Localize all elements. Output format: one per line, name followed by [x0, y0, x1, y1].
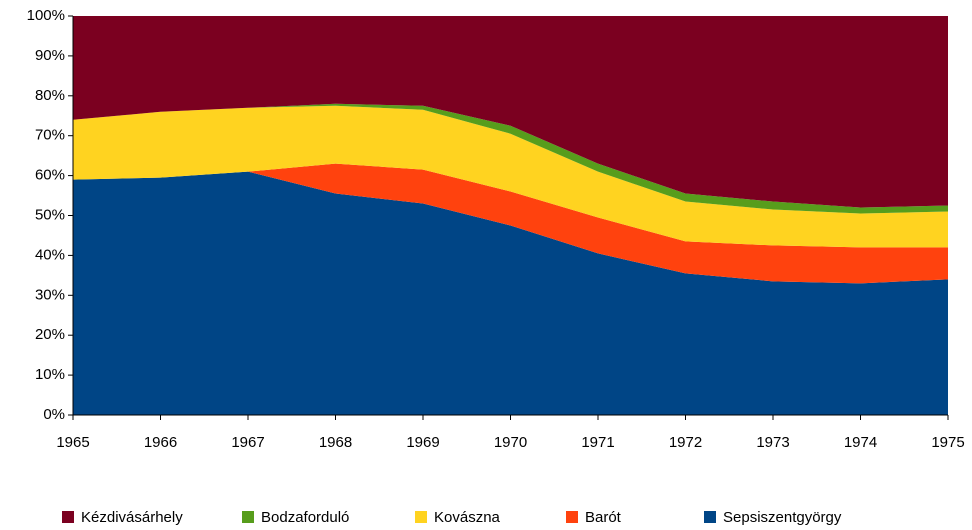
y-tick-label: 90%: [35, 47, 65, 64]
y-tick-label: 50%: [35, 206, 65, 223]
x-tick-label: 1966: [144, 434, 177, 451]
area: [73, 171, 948, 415]
x-tick-label: 1975: [931, 434, 964, 451]
legend-swatch: [62, 511, 74, 523]
x-tick-label: 1974: [844, 434, 877, 451]
x-tick-label: 1967: [231, 434, 264, 451]
x-tick-label: 1965: [56, 434, 89, 451]
x-tick-label: 1970: [494, 434, 527, 451]
y-tick-label: 30%: [35, 286, 65, 303]
legend-swatch: [242, 511, 254, 523]
y-tick-label: 20%: [35, 326, 65, 343]
legend-swatch: [566, 511, 578, 523]
x-tick-label: 1973: [756, 434, 789, 451]
y-tick-label: 0%: [43, 406, 65, 423]
y-tick-label: 100%: [27, 7, 65, 24]
y-tick-label: 40%: [35, 246, 65, 263]
x-tick-label: 1972: [669, 434, 702, 451]
area: [73, 163, 948, 284]
legend-label: Barót: [585, 509, 622, 526]
x-tick-label: 1969: [406, 434, 439, 451]
y-tick-label: 10%: [35, 366, 65, 383]
area: [73, 105, 948, 248]
legend-label: Sepsiszentgyörgy: [723, 509, 842, 526]
x-tick-label: 1968: [319, 434, 352, 451]
y-tick-label: 70%: [35, 127, 65, 144]
legend-swatch: [415, 511, 427, 523]
legend-label: Kézdivásárhely: [81, 509, 183, 526]
y-tick-label: 80%: [35, 87, 65, 104]
legend-label: Bodzaforduló: [261, 509, 349, 526]
area: [73, 16, 948, 208]
x-tick-label: 1971: [581, 434, 614, 451]
legend-label: Kovászna: [434, 509, 501, 526]
y-tick-label: 60%: [35, 167, 65, 184]
legend-swatch: [704, 511, 716, 523]
